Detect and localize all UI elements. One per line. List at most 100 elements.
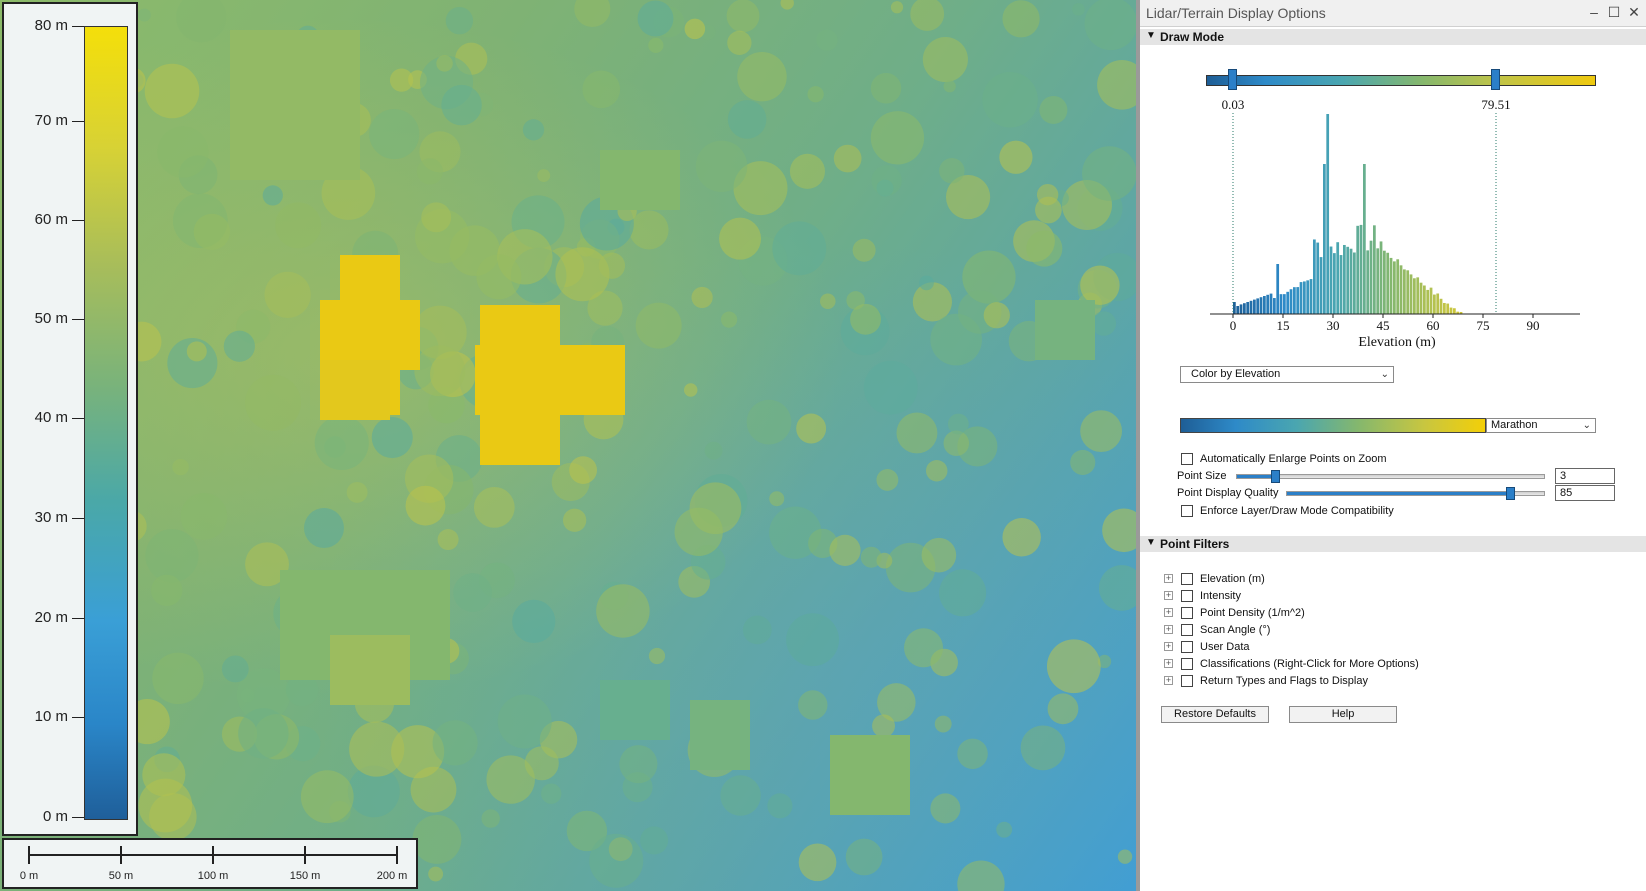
tree-canopy bbox=[957, 738, 988, 770]
auto-enlarge-checkbox[interactable] bbox=[1181, 453, 1193, 465]
histogram-bar bbox=[1296, 287, 1300, 314]
histogram-bar bbox=[1376, 248, 1380, 314]
tree-canopy bbox=[910, 0, 945, 31]
draw-mode-title: Draw Mode bbox=[1160, 30, 1225, 44]
histogram-bar bbox=[1319, 257, 1323, 314]
scale-tick bbox=[212, 846, 214, 864]
tree-canopy bbox=[772, 221, 827, 276]
point-size-slider[interactable] bbox=[1236, 474, 1545, 479]
plus-box-icon[interactable]: + bbox=[1164, 607, 1173, 617]
filter-checkbox-elevation[interactable] bbox=[1181, 573, 1193, 585]
filter-checkbox-classifications[interactable] bbox=[1181, 658, 1193, 670]
histogram-bar bbox=[1413, 278, 1416, 314]
range-max-handle[interactable] bbox=[1491, 69, 1500, 90]
histogram-bar bbox=[1333, 253, 1336, 314]
tree-canopy bbox=[637, 0, 674, 37]
histogram-bar bbox=[1276, 264, 1280, 314]
histogram-bar bbox=[1459, 312, 1463, 314]
tree-canopy bbox=[727, 100, 767, 139]
range-min-handle[interactable] bbox=[1228, 69, 1237, 90]
point-filters-header[interactable]: ▼ Point Filters bbox=[1140, 536, 1646, 552]
point-quality-slider[interactable] bbox=[1286, 491, 1545, 496]
histogram-bar bbox=[1253, 299, 1256, 314]
color-ramp-value: Marathon bbox=[1491, 419, 1538, 431]
tree-canopy bbox=[629, 210, 669, 250]
tree-canopy bbox=[746, 399, 792, 445]
tree-canopy bbox=[999, 140, 1033, 174]
point-size-input[interactable]: 3 bbox=[1555, 468, 1615, 484]
tree-canopy bbox=[695, 140, 748, 192]
legend-tick bbox=[72, 518, 84, 519]
tree-canopy bbox=[389, 68, 414, 92]
tree-canopy bbox=[432, 720, 478, 766]
tree-canopy bbox=[524, 746, 559, 781]
tree-canopy bbox=[476, 254, 522, 300]
enforce-compat-checkbox[interactable] bbox=[1181, 505, 1193, 517]
tree-canopy bbox=[648, 37, 664, 53]
lidar-map-view[interactable]: 80 m 70 m 60 m 50 m 40 m 30 m 20 m 10 m … bbox=[0, 0, 1136, 891]
histogram-tick-label: 0 bbox=[1230, 318, 1237, 333]
tree-canopy bbox=[522, 119, 545, 141]
filter-checkbox-intensity[interactable] bbox=[1181, 590, 1193, 602]
scale-label: 100 m bbox=[197, 870, 229, 882]
help-button[interactable]: Help bbox=[1289, 706, 1397, 723]
plus-box-icon[interactable]: + bbox=[1164, 590, 1173, 600]
maximize-button[interactable]: ☐ bbox=[1607, 4, 1621, 20]
minimize-button[interactable]: – bbox=[1590, 4, 1598, 20]
tree-canopy bbox=[726, 0, 760, 33]
point-filters-title: Point Filters bbox=[1160, 537, 1230, 551]
color-mode-select[interactable]: Color by Elevation ⌄ bbox=[1180, 366, 1394, 383]
tree-canopy bbox=[193, 213, 230, 251]
tree-canopy bbox=[1080, 265, 1120, 305]
panel-splitter[interactable] bbox=[1136, 0, 1140, 891]
filter-label-intensity: Intensity bbox=[1200, 590, 1241, 602]
plus-box-icon[interactable]: + bbox=[1164, 573, 1173, 583]
tree-canopy bbox=[346, 481, 368, 503]
point-size-slider-thumb[interactable] bbox=[1271, 470, 1280, 483]
tree-canopy bbox=[1026, 230, 1063, 267]
point-quality-slider-thumb[interactable] bbox=[1506, 487, 1515, 500]
legend-tick bbox=[72, 26, 84, 27]
plus-box-icon[interactable]: + bbox=[1164, 658, 1173, 668]
elevation-range-bar[interactable] bbox=[1206, 75, 1596, 86]
histogram-bar bbox=[1449, 307, 1453, 314]
tree-canopy bbox=[371, 417, 413, 459]
tree-canopy bbox=[939, 158, 965, 184]
tree-canopy bbox=[683, 383, 698, 397]
plus-box-icon[interactable]: + bbox=[1164, 675, 1173, 685]
color-ramp-select[interactable]: Marathon ⌄ bbox=[1486, 418, 1596, 433]
histogram-bar bbox=[1273, 298, 1276, 314]
plus-box-icon[interactable]: + bbox=[1164, 641, 1173, 651]
tree-canopy bbox=[850, 303, 881, 335]
draw-mode-header[interactable]: ▼ Draw Mode bbox=[1140, 29, 1646, 45]
filter-checkbox-user-data[interactable] bbox=[1181, 641, 1193, 653]
tree-canopy bbox=[845, 838, 883, 876]
filter-checkbox-density[interactable] bbox=[1181, 607, 1193, 619]
histogram-bar bbox=[1399, 265, 1403, 314]
tree-canopy bbox=[541, 783, 562, 804]
plus-box-icon[interactable]: + bbox=[1164, 624, 1173, 634]
restore-defaults-button[interactable]: Restore Defaults bbox=[1161, 706, 1269, 723]
histogram-bar bbox=[1423, 285, 1426, 314]
histogram-bar bbox=[1243, 303, 1246, 314]
point-quality-input[interactable]: 85 bbox=[1555, 485, 1615, 501]
panel-titlebar[interactable]: Lidar/Terrain Display Options – ☐ ✕ bbox=[1140, 0, 1646, 27]
tree-canopy bbox=[1072, 3, 1085, 16]
close-button[interactable]: ✕ bbox=[1628, 4, 1640, 20]
legend-tick bbox=[72, 319, 84, 320]
tree-canopy bbox=[877, 683, 916, 722]
tree-canopy bbox=[410, 766, 457, 813]
tree-canopy bbox=[769, 491, 785, 507]
tree-canopy bbox=[789, 153, 825, 189]
histogram-bar bbox=[1236, 306, 1240, 314]
tree-canopy bbox=[369, 109, 420, 160]
tree-canopy bbox=[1002, 0, 1040, 38]
histogram-bar bbox=[1453, 308, 1456, 314]
tree-canopy bbox=[1020, 725, 1066, 771]
filter-checkbox-scan-angle[interactable] bbox=[1181, 624, 1193, 636]
filter-checkbox-return-types[interactable] bbox=[1181, 675, 1193, 687]
tree-canopy bbox=[453, 573, 492, 612]
color-ramp-preview bbox=[1180, 418, 1486, 433]
tree-canopy bbox=[172, 458, 189, 476]
tree-canopy bbox=[912, 282, 953, 322]
